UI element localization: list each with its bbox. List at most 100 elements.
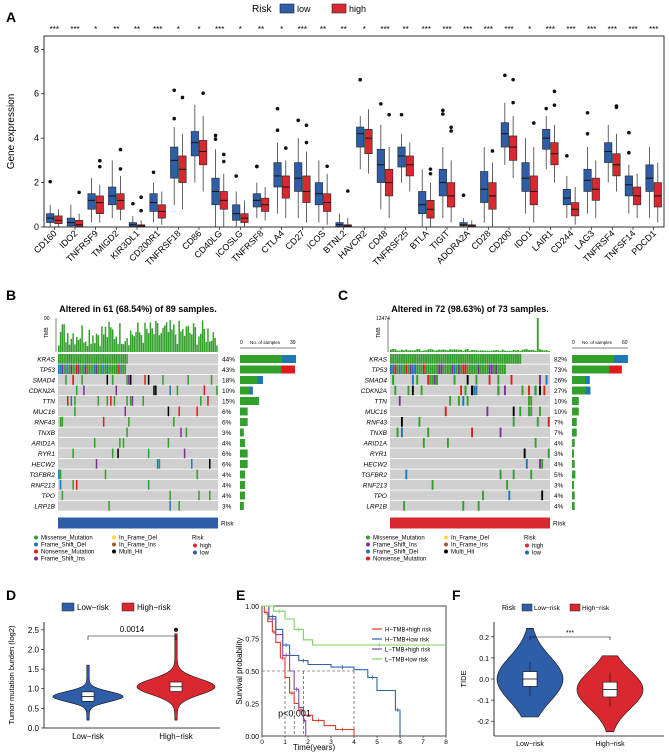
outlier [98, 158, 102, 163]
box-body [87, 193, 96, 210]
mutation-cell [169, 501, 171, 511]
legend-dot [366, 542, 370, 547]
tmb-bar [140, 335, 143, 352]
mutation-cell [541, 490, 544, 501]
mutation-cell [104, 354, 107, 364]
gene-row-bg [390, 459, 550, 469]
oncoplot-title: Altered in 61 (68.54%) of 89 samples. [59, 304, 217, 314]
mutation-cell [162, 375, 164, 385]
gene-percent: 4% [222, 483, 232, 490]
gene-percent: 6% [222, 420, 232, 427]
tmb-bar [203, 328, 206, 352]
tmb-bar [194, 327, 197, 352]
gene-freq-bar [572, 418, 577, 426]
mutation-cell [110, 354, 112, 364]
mutation-cell [58, 364, 60, 375]
mutation-cell [547, 448, 550, 459]
mutation-cell [438, 364, 441, 375]
mutation-cell [431, 354, 434, 364]
box-high [178, 95, 187, 210]
gene-label: TPO [42, 493, 55, 500]
mutation-cell [405, 469, 408, 480]
gene-label: KRAS [37, 357, 55, 364]
mutation-cell [196, 406, 198, 417]
box-low [624, 130, 633, 214]
mutation-cell [501, 364, 504, 375]
tmb-bar [499, 350, 502, 352]
mutation-cell [506, 480, 509, 490]
tmb-bar [106, 337, 109, 352]
gene-percent: 27% [554, 388, 567, 395]
significance-mark: * [177, 25, 180, 34]
box-high [323, 164, 332, 225]
mutation-cell [176, 385, 179, 396]
tmb-bar [86, 345, 89, 352]
mutation-cell [545, 375, 548, 385]
panel-d-violin: Low−risk High−risk Tumor mutation burden (… [7, 602, 220, 741]
legend-dot [444, 549, 448, 554]
outlier [544, 106, 548, 111]
mutation-cell [95, 364, 98, 375]
tmb-bar [530, 349, 533, 352]
box-high [405, 142, 414, 192]
tmb-bar [119, 323, 121, 352]
mutation-cell [75, 385, 78, 396]
tmb-bar [178, 320, 180, 352]
mutation-cell [58, 469, 60, 480]
mutation-cell [173, 417, 175, 427]
box-body [653, 182, 662, 208]
legend-swatch-high [331, 3, 347, 14]
y-tick-label: 1.5 [28, 665, 40, 674]
y-tick-label: 0.2 [479, 635, 489, 642]
mutation-cell [122, 438, 125, 448]
mutation-cell [530, 469, 533, 480]
outlier [234, 174, 238, 178]
x-tick-label: Low−risk [72, 732, 105, 741]
mutation-cell [455, 364, 458, 375]
mutation-cell [497, 354, 500, 364]
mutation-cell [122, 354, 125, 364]
box-low [66, 204, 75, 227]
oncoplot-title: Altered in 72 (98.63%) of 73 samples. [391, 304, 549, 314]
mutation-cell [119, 438, 121, 448]
gene-freq-bar-segment [609, 365, 622, 374]
mutation-cell [68, 354, 71, 364]
tmb-bar [431, 349, 434, 352]
outlier [461, 193, 466, 198]
outlier [449, 129, 453, 133]
box-body [376, 148, 385, 183]
panel-e-survival: Survival probability 0.00 0.25 0.50 0.75 1.00… [235, 604, 448, 752]
significance-mark: *** [649, 25, 658, 34]
mutation-cell [153, 385, 155, 396]
mutation-cell [97, 354, 100, 364]
mutation-cell [147, 480, 150, 490]
legend-swatch-low [279, 3, 295, 14]
mutation-cell [506, 354, 509, 364]
mutation-cell [427, 354, 430, 364]
tmb-bar [174, 334, 177, 352]
significance-mark: *** [50, 25, 59, 34]
box-body [405, 155, 414, 177]
mutation-cell [92, 364, 94, 375]
mutation-cell [475, 385, 478, 396]
mutation-cell [477, 364, 480, 375]
mutation-cell [97, 396, 100, 406]
gene-row-bg [390, 490, 550, 501]
mutation-cell [68, 364, 71, 375]
gene-label: RNF213 [31, 483, 56, 490]
gene-freq-bar [240, 376, 264, 384]
gene-percent: 4% [554, 504, 564, 511]
box-body [356, 126, 365, 148]
box-high [54, 209, 63, 227]
gene-label: TP53 [371, 367, 387, 374]
outlier [275, 106, 280, 111]
significance-mark: *** [608, 25, 617, 34]
box-low [397, 112, 406, 183]
box-low [149, 170, 158, 223]
x-tick-label: 0 [260, 739, 264, 746]
mutation-cell [155, 385, 157, 396]
box-low [170, 88, 179, 205]
mutation-cell [453, 354, 456, 364]
box-low [356, 77, 365, 170]
gene-percent: 15% [222, 399, 235, 406]
